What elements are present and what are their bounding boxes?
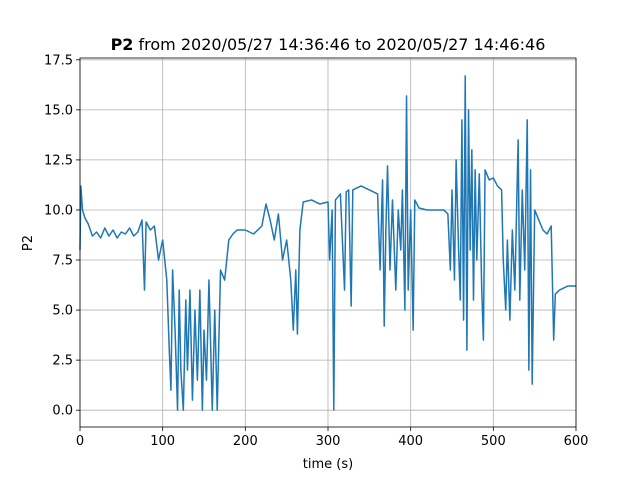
y-tick-label: 5.0 bbox=[52, 304, 73, 319]
x-axis-label: time (s) bbox=[303, 457, 353, 472]
x-tick-label: 0 bbox=[76, 434, 84, 449]
data-line bbox=[79, 75, 576, 411]
y-tick-label: 10.0 bbox=[44, 203, 73, 218]
y-axis-label: P2 bbox=[21, 235, 36, 251]
chart-title: P2 from 2020/05/27 14:36:46 to 2020/05/2… bbox=[111, 35, 546, 54]
y-tick-label: 7.5 bbox=[52, 254, 73, 269]
y-tick-label: 12.5 bbox=[44, 153, 73, 168]
y-tick-label: 2.5 bbox=[52, 354, 73, 369]
title-rest: from 2020/05/27 14:36:46 to 2020/05/27 1… bbox=[139, 35, 546, 54]
title-name: P2 bbox=[111, 35, 134, 54]
x-tick-label: 500 bbox=[481, 434, 506, 449]
x-tick-label: 200 bbox=[233, 434, 258, 449]
y-tick-label: 17.5 bbox=[44, 53, 73, 68]
y-tick-label: 0.0 bbox=[52, 404, 73, 419]
x-tick-label: 400 bbox=[398, 434, 423, 449]
x-tick-label: 300 bbox=[316, 434, 341, 449]
x-tick-label: 600 bbox=[564, 434, 589, 449]
x-tick-label: 100 bbox=[150, 434, 175, 449]
plot-frame bbox=[79, 57, 577, 428]
y-tick-label: 15.0 bbox=[44, 103, 73, 118]
